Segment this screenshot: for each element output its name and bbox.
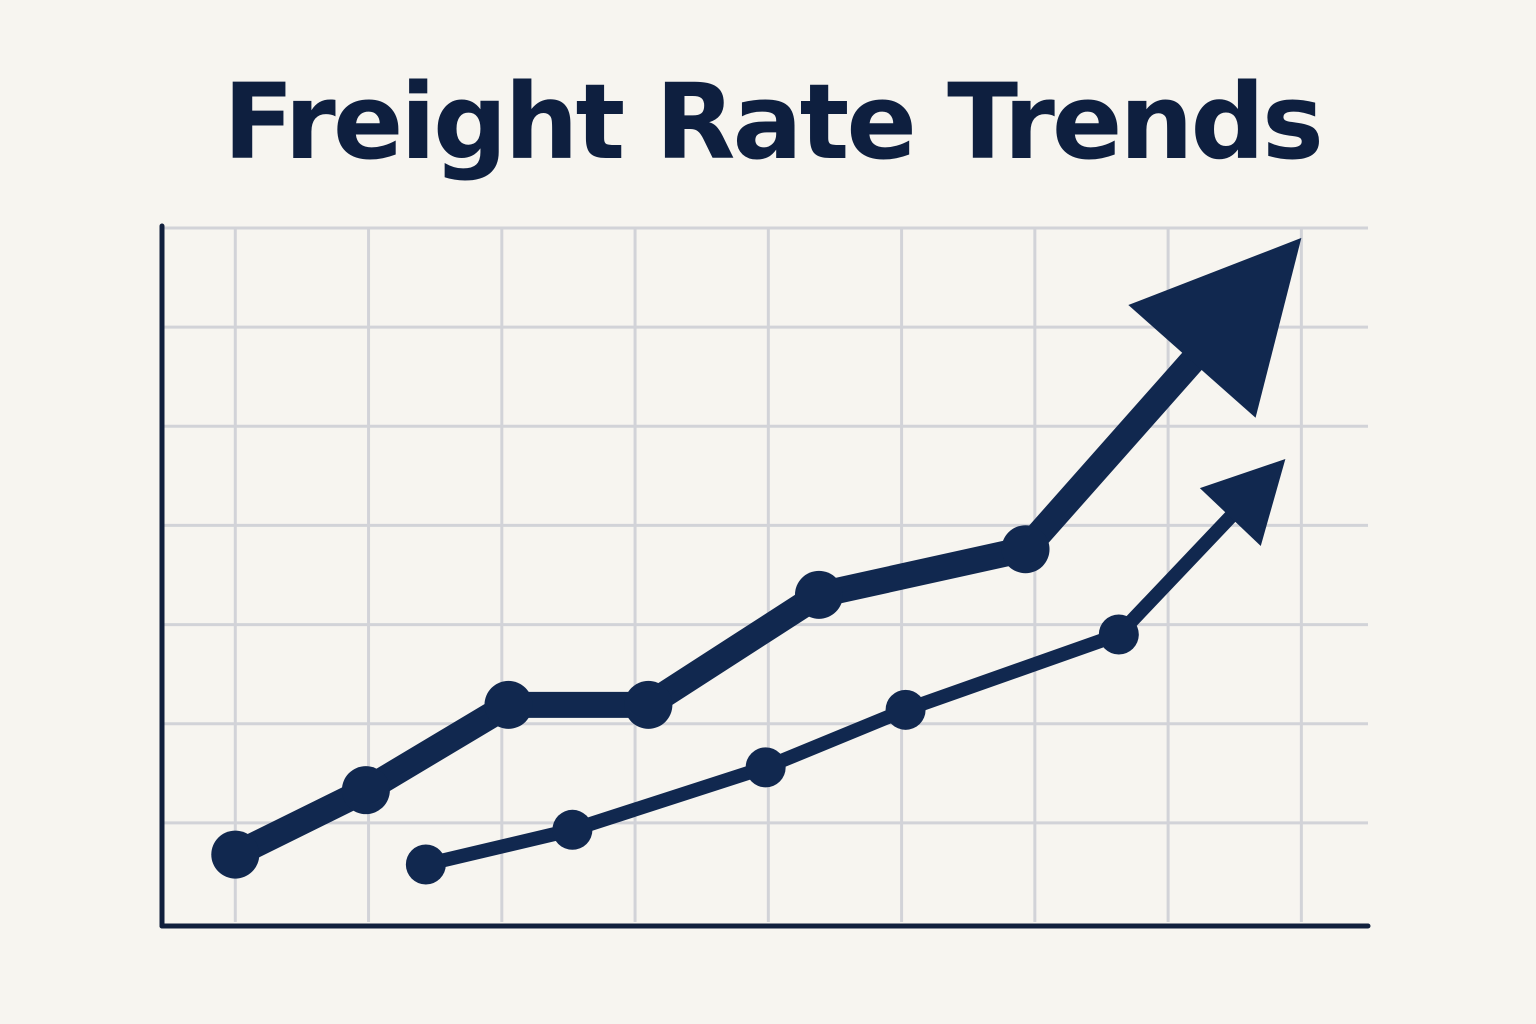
point-marker [211,830,260,879]
point-marker [794,570,843,619]
point-marker [484,680,533,729]
plot-area [211,237,1302,885]
point-marker [745,747,786,788]
series-line [418,502,1245,872]
arrow-head [1128,237,1302,418]
point-marker [341,766,390,815]
point-marker [552,809,593,850]
point-marker [1001,525,1050,574]
arrow-head [1199,459,1286,546]
point-marker [885,689,926,730]
point-marker [1098,614,1139,655]
chart-title: Freight Rate Trends [223,61,1321,183]
point-marker [405,844,446,885]
point-marker [624,680,673,729]
